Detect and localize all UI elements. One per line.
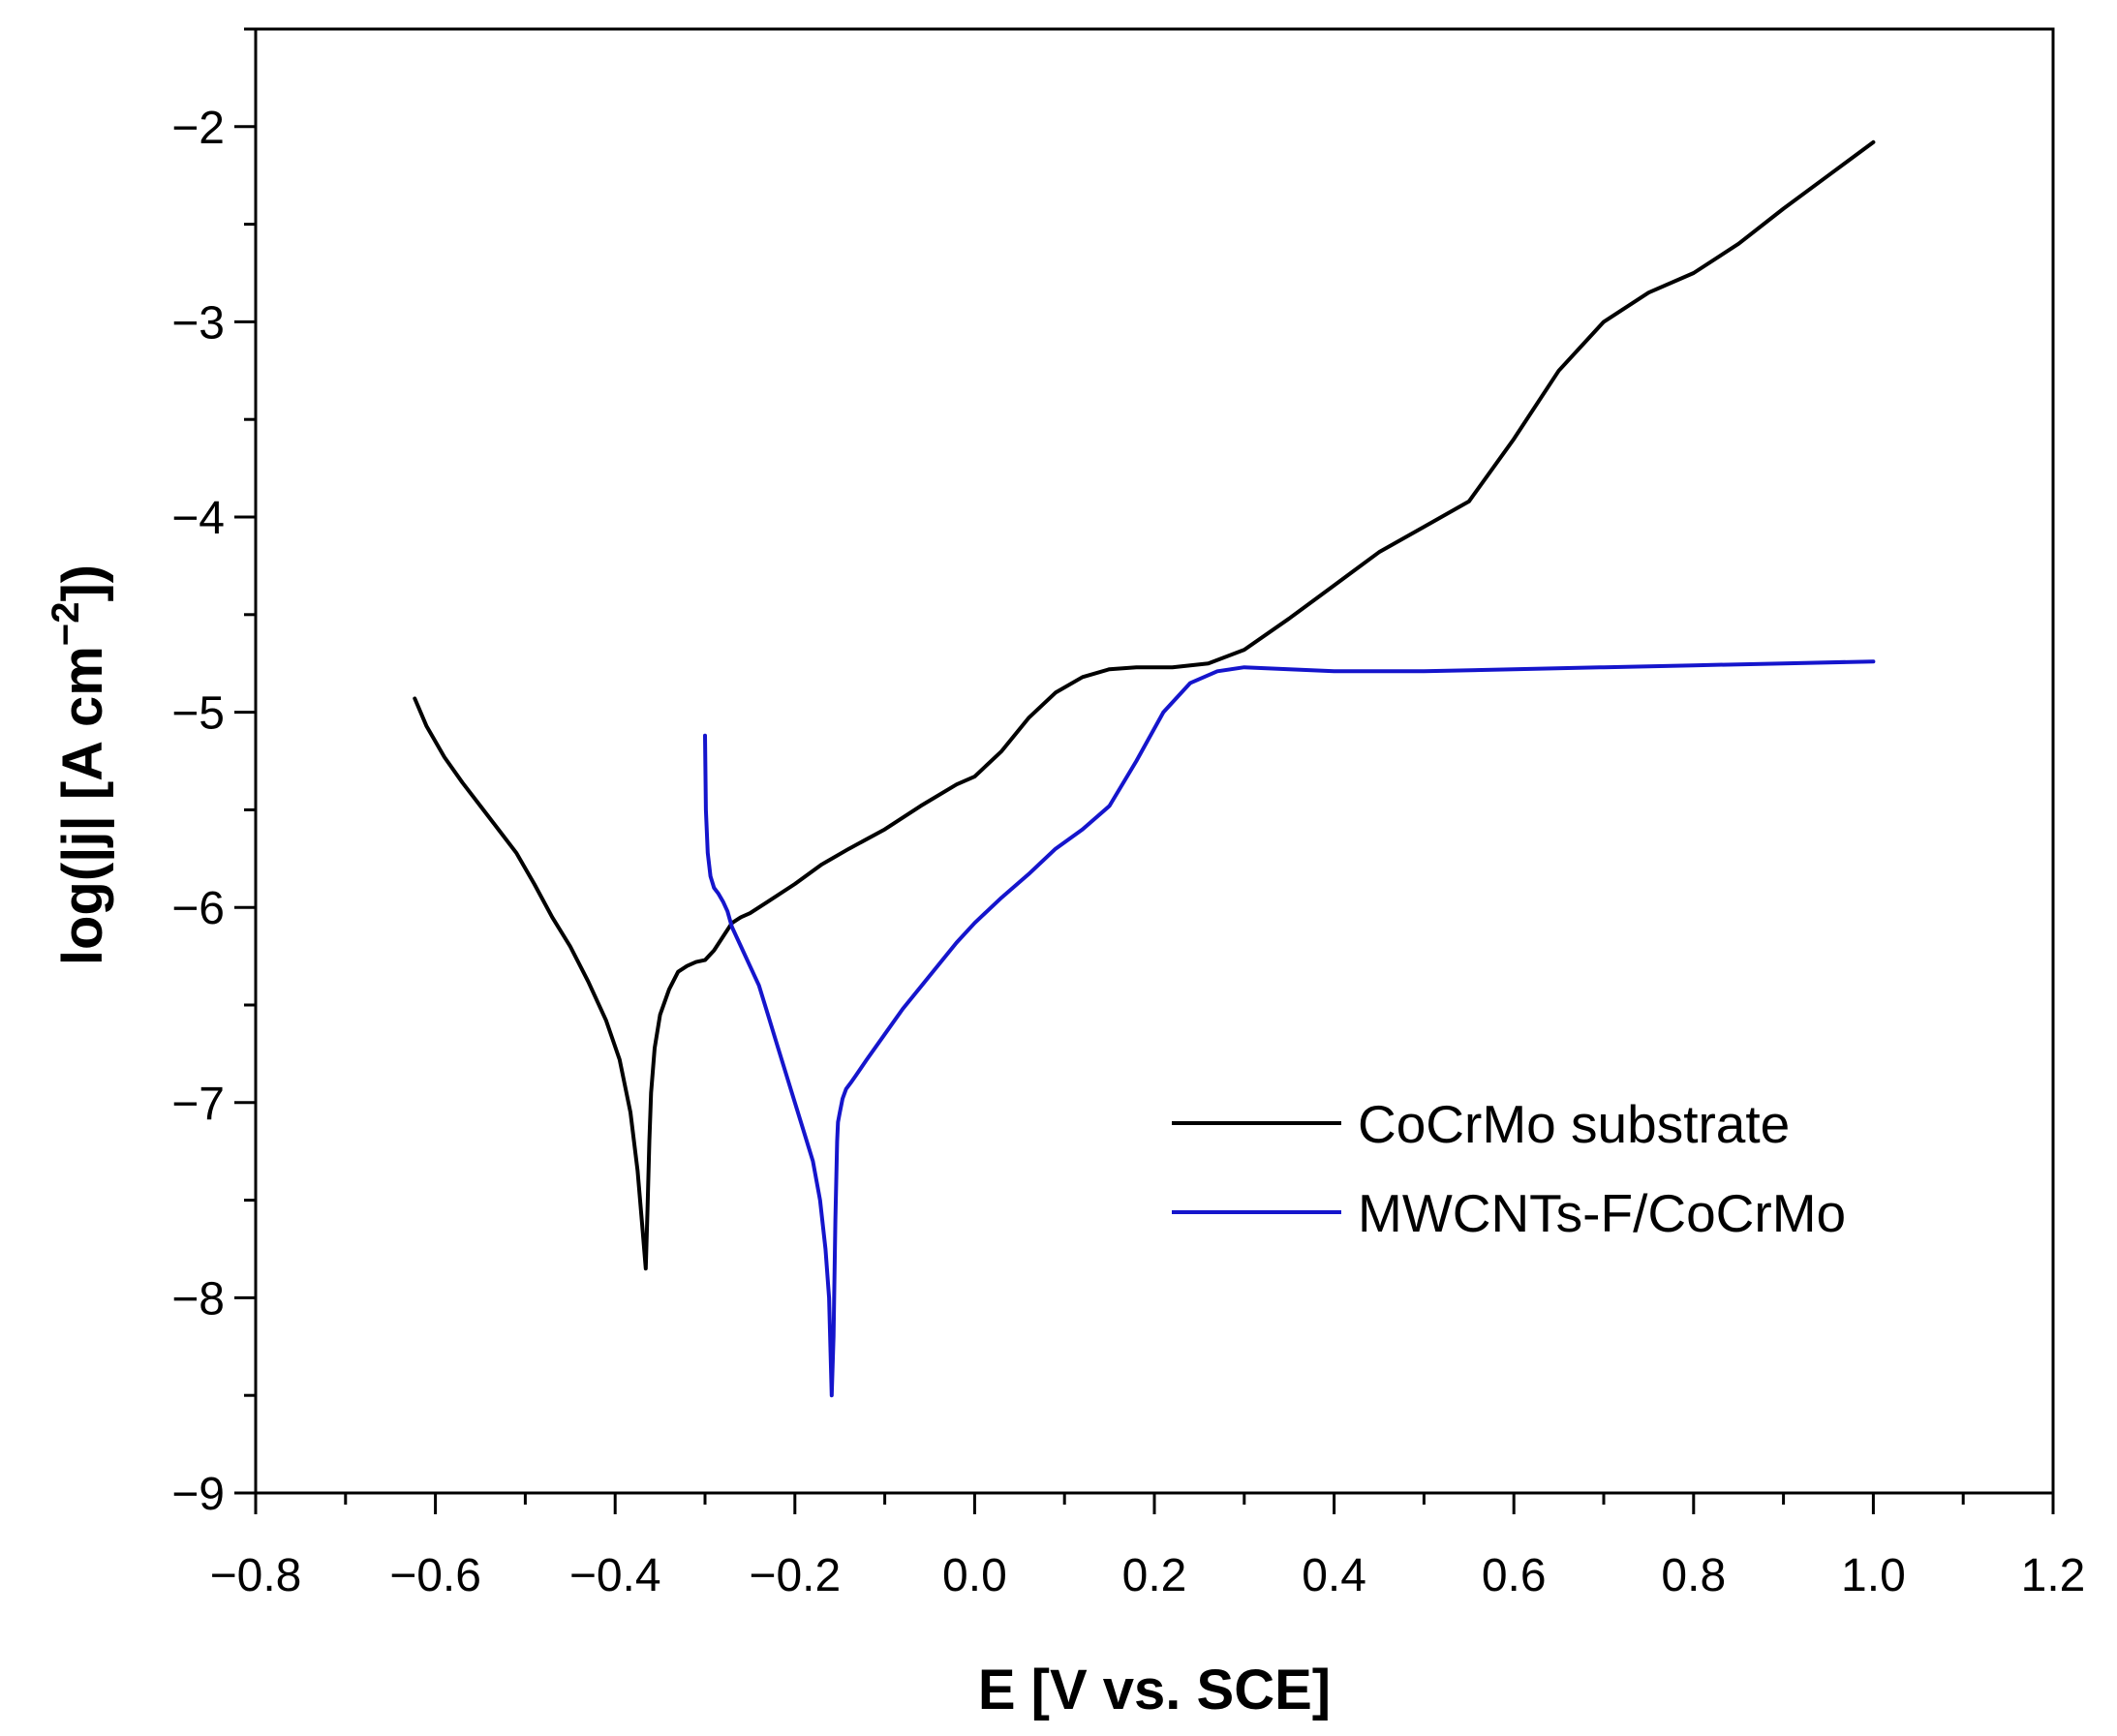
y-tick-label: −6 [171, 883, 225, 934]
y-tick-label: −4 [171, 493, 225, 544]
x-tick-label: −0.6 [389, 1550, 481, 1601]
x-tick-label: 0.2 [1122, 1550, 1187, 1601]
y-axis-title-main: log(|j| [A cm [51, 646, 114, 965]
y-tick-label: −3 [171, 297, 225, 349]
y-tick-label: −2 [171, 103, 225, 154]
x-tick-label: 0.4 [1302, 1550, 1366, 1601]
x-tick-label: −0.2 [749, 1550, 841, 1601]
x-axis-title: E [V vs. SCE] [978, 1659, 1331, 1721]
legend: CoCrMo substrate MWCNTs-F/CoCrMo [1172, 1094, 1846, 1243]
legend-label-mwcnts: MWCNTs-F/CoCrMo [1358, 1183, 1846, 1243]
y-axis-title: log(|j| [A cm−2]) [45, 564, 114, 965]
y-tick-label: −7 [171, 1079, 225, 1130]
x-tick-label: 0.0 [942, 1550, 1007, 1601]
y-axis-title-exponent: −2 [45, 602, 87, 647]
legend-label-cocrmo: CoCrMo substrate [1358, 1094, 1790, 1154]
y-tick-label: −5 [171, 688, 225, 740]
y-tick-label: −9 [171, 1469, 225, 1520]
x-tick-label: 0.6 [1482, 1550, 1547, 1601]
y-tick-labels: −9 −8 −7 −6 −5 −4 −3 −2 [171, 103, 225, 1520]
x-tick-label: 1.2 [2021, 1550, 2086, 1601]
x-tick-labels: −0.8 −0.6 −0.4 −0.2 0.0 0.2 0.4 0.6 0.8 1.0 1.2 [210, 1550, 2086, 1601]
series-lines [413, 139, 1876, 1398]
x-tick-label: −0.4 [569, 1550, 661, 1601]
x-tick-label: 0.8 [1661, 1550, 1726, 1601]
series-line-mwcnts-f-cocrmo [703, 659, 1876, 1398]
plot-frame [254, 27, 2055, 1495]
x-tick-label: −0.8 [210, 1550, 302, 1601]
series-line-cocrmo-substrate [413, 139, 1876, 1271]
y-tick-label: −8 [171, 1273, 225, 1325]
y-axis-title-tail: ]) [51, 564, 114, 602]
x-tick-label: 1.0 [1841, 1550, 1906, 1601]
axis-ticks [234, 27, 2055, 1514]
